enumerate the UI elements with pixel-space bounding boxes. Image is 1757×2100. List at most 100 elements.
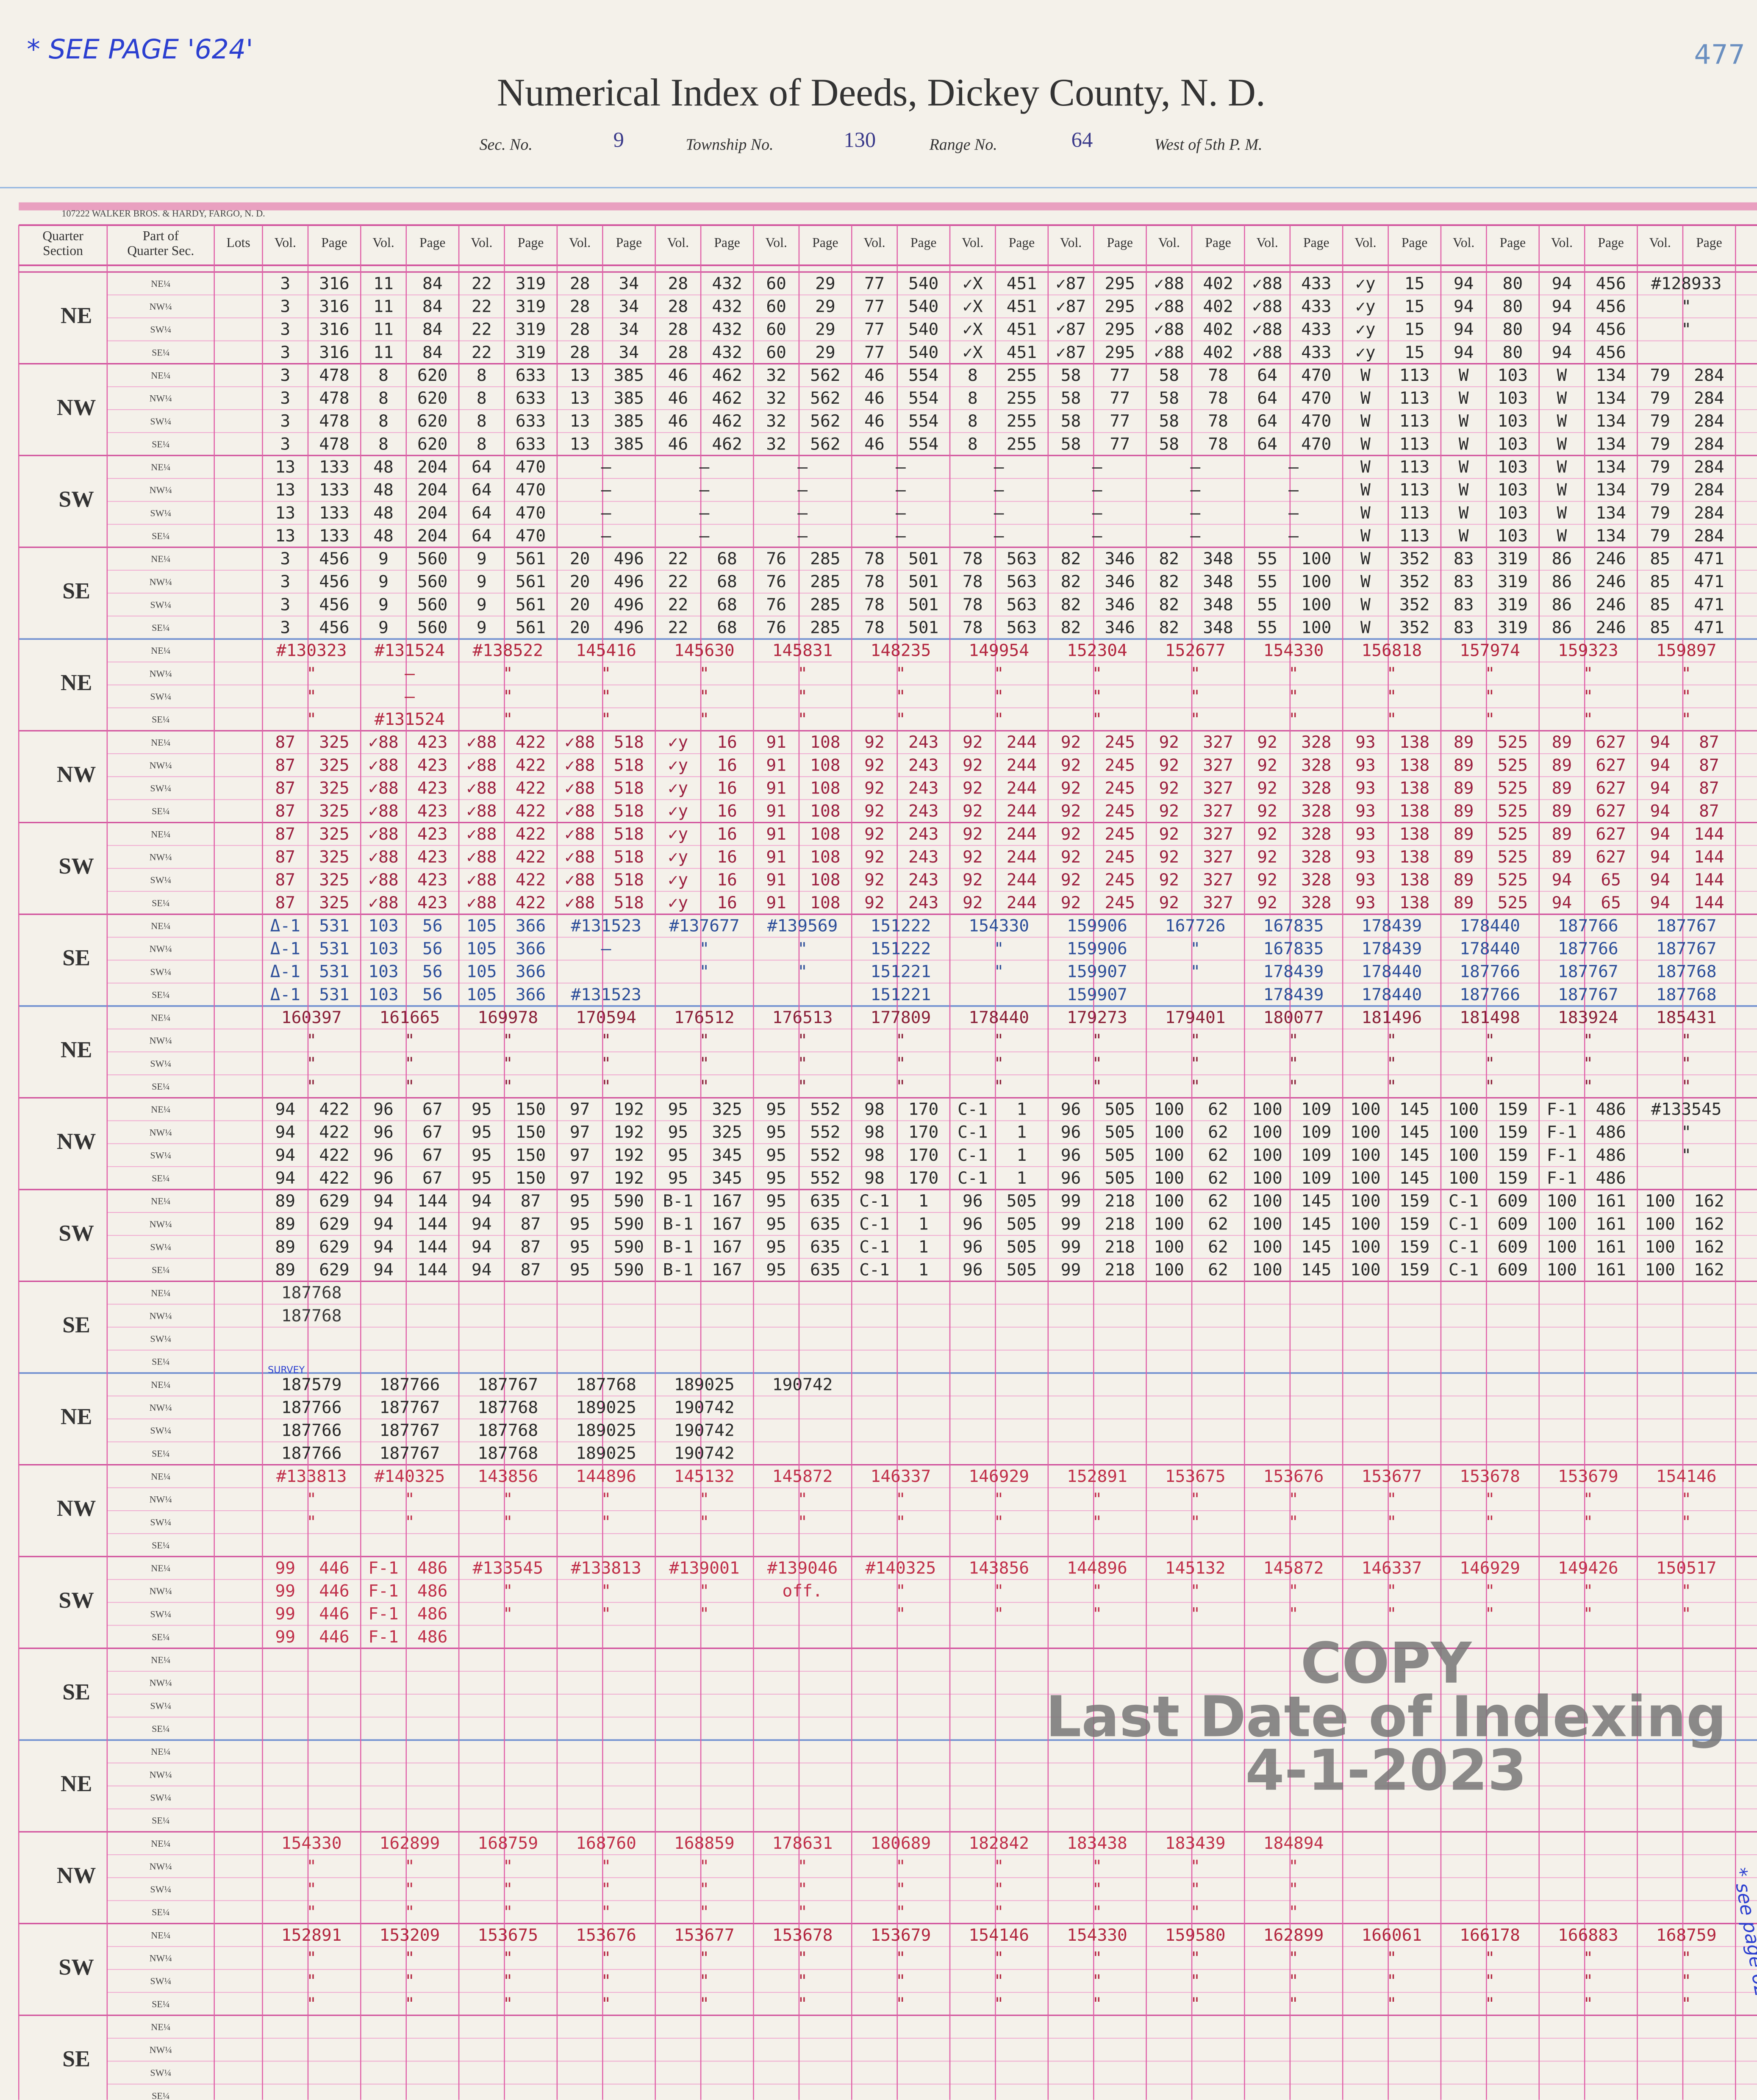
cell-entry: 563: [1007, 595, 1037, 614]
cell-entry: ": [797, 1054, 808, 1073]
cell-entry: 402: [1203, 274, 1233, 293]
cell-entry: 77: [1110, 388, 1130, 408]
cell-entry: —: [601, 503, 611, 523]
cell-entry: ✓87: [1056, 343, 1086, 362]
cell-entry: ": [503, 1031, 513, 1050]
cell-entry: 245: [1105, 824, 1135, 844]
column-header: Vol.: [863, 235, 885, 250]
cell-entry: 153676: [1263, 1467, 1324, 1486]
cell-entry: 87: [521, 1214, 541, 1234]
cell-entry: 100: [1154, 1123, 1184, 1142]
cell-entry: 422: [516, 893, 546, 913]
cell-entry: ": [1092, 710, 1102, 729]
cell-entry: ": [306, 1879, 316, 1899]
cell-entry: 518: [614, 779, 644, 798]
cell-entry: 113: [1399, 526, 1429, 546]
part-label: SE¼: [152, 1999, 169, 2009]
cell-entry: 100: [1547, 1260, 1577, 1280]
cell-entry: ": [601, 1031, 611, 1050]
cell-entry: 162899: [1263, 1925, 1324, 1945]
cell-entry: ": [699, 687, 709, 706]
cell-entry: 161: [1596, 1214, 1626, 1234]
cell-entry: 244: [1007, 732, 1037, 752]
cell-entry: ✓X: [963, 320, 983, 339]
cell-entry: ✓y: [1355, 320, 1376, 339]
cell-entry: 92: [864, 847, 885, 867]
cell-entry: 187767: [380, 1444, 440, 1463]
cell-entry: 150: [516, 1146, 546, 1165]
part-label: SW¼: [150, 2067, 171, 2078]
cell-entry: 32: [766, 388, 786, 408]
cell-entry: 446: [319, 1581, 349, 1601]
cell-entry: ": [994, 1031, 1004, 1050]
cell-entry: 99: [1061, 1214, 1081, 1234]
cell-entry: 590: [614, 1191, 644, 1211]
part-label: NW¼: [150, 485, 172, 495]
cell-entry: ": [797, 1076, 808, 1096]
column-header: Vol.: [1256, 235, 1278, 250]
cell-entry: ": [699, 962, 709, 982]
cell-entry: 540: [908, 297, 938, 316]
cell-entry: 82: [1061, 595, 1081, 614]
cell-entry: 94: [1454, 274, 1474, 293]
cell-entry: ✓88: [368, 779, 398, 798]
cell-entry: C-1: [859, 1260, 889, 1280]
cell-entry: 451: [1007, 320, 1037, 339]
cell-entry: 505: [1007, 1191, 1037, 1211]
cell-entry: 402: [1203, 297, 1233, 316]
cell-entry: 89: [275, 1191, 295, 1211]
cell-entry: 8: [477, 388, 487, 408]
cell-entry: ": [306, 1031, 316, 1050]
cell-entry: ": [1092, 1994, 1102, 2014]
cell-entry: ": [797, 1903, 808, 1922]
cell-entry: 345: [712, 1146, 742, 1165]
cell-entry: 113: [1399, 411, 1429, 431]
cell-entry: 243: [908, 824, 938, 844]
cell-entry: ": [1485, 1512, 1495, 1532]
part-label: SW¼: [150, 324, 171, 335]
cell-entry: —: [601, 526, 611, 546]
cell-entry: 327: [1203, 824, 1233, 844]
cell-entry: 77: [864, 343, 885, 362]
cell-entry: 432: [712, 274, 742, 293]
cell-entry: 20: [570, 595, 590, 614]
cell-entry: 16: [717, 870, 737, 890]
cell-entry: 159906: [1067, 939, 1127, 959]
column-header: Page: [714, 235, 740, 250]
cell-entry: 138: [1399, 847, 1429, 867]
cell-entry: 1: [919, 1214, 929, 1234]
cell-entry: 76: [766, 618, 786, 638]
cell-entry: 78: [963, 618, 983, 638]
quarter-label: NE: [61, 1037, 92, 1062]
cell-entry: ": [1190, 664, 1200, 683]
cell-entry: 325: [319, 847, 349, 867]
cell-entry: 65: [1601, 870, 1621, 890]
cell-entry: W: [1557, 366, 1567, 385]
cell-entry: 82: [1159, 572, 1180, 591]
cell-entry: ✓y: [1355, 343, 1376, 362]
cell-entry: 113: [1399, 366, 1429, 385]
cell-entry: 100: [1350, 1146, 1380, 1165]
column-header: Vol.: [1060, 235, 1082, 250]
cell-entry: —: [1092, 458, 1102, 477]
cell-entry: ": [896, 1581, 906, 1601]
cell-entry: ": [1092, 1903, 1102, 1922]
cell-entry: 91: [766, 893, 786, 913]
cell-entry: 462: [712, 411, 742, 431]
cell-entry: 87: [275, 870, 295, 890]
cell-entry: 92: [1257, 847, 1277, 867]
cell-entry: 470: [1301, 366, 1331, 385]
cell-entry: 145: [1301, 1191, 1331, 1211]
cell-entry: ": [1092, 1581, 1102, 1601]
cell-entry: C-1: [859, 1214, 889, 1234]
cell-entry: 28: [570, 343, 590, 362]
cell-entry: 143856: [477, 1467, 538, 1486]
cell-entry: 525: [1498, 755, 1528, 775]
range: 64: [1071, 128, 1093, 152]
cell-entry: 352: [1399, 572, 1429, 591]
cell-entry: 154146: [969, 1925, 1029, 1945]
sec: 9: [613, 128, 624, 152]
cell-entry: ": [405, 1994, 415, 2014]
cell-entry: ": [1288, 1581, 1299, 1601]
cell-entry: 87: [275, 847, 295, 867]
